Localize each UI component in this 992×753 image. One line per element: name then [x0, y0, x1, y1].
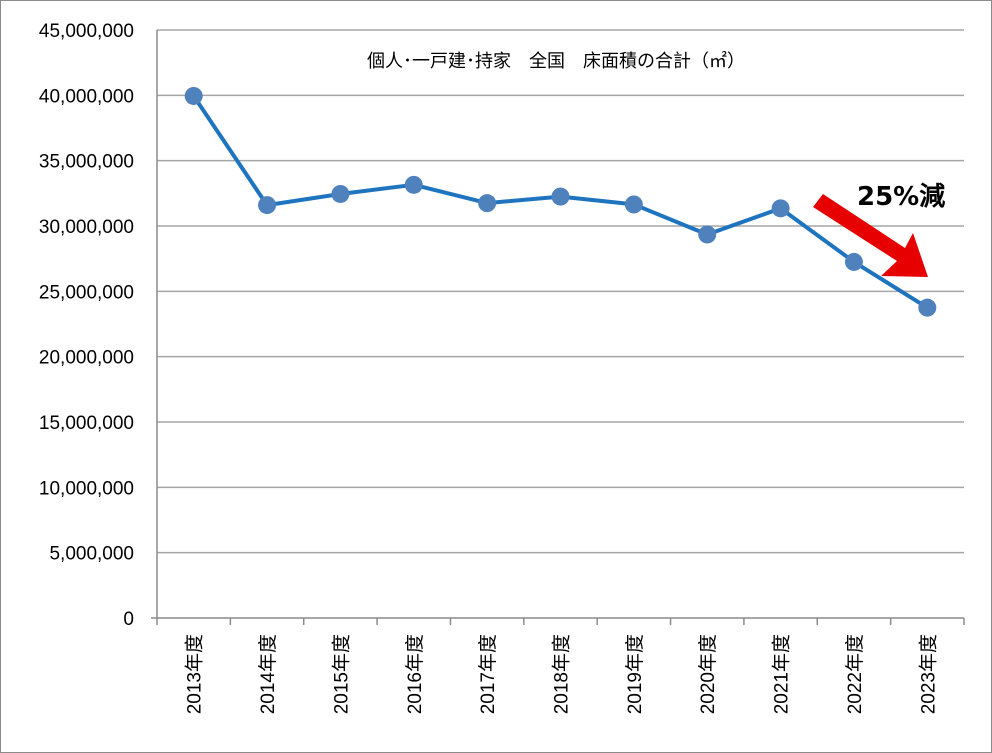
x-tick-label: 2016年度	[404, 634, 426, 714]
data-point	[258, 196, 277, 215]
x-tick-label: 2015年度	[330, 634, 352, 714]
x-tick-label: 2020年度	[697, 634, 719, 714]
data-point	[844, 252, 863, 271]
y-tick-label: 10,000,000	[39, 478, 134, 499]
y-tick-label: 0	[123, 609, 134, 630]
data-points	[184, 86, 937, 317]
decrease-arrow	[813, 194, 928, 277]
data-point	[918, 298, 937, 317]
data-point	[404, 175, 423, 194]
y-tick-label: 20,000,000	[39, 348, 134, 369]
decrease-annotation: 25%減	[857, 182, 945, 212]
data-point	[478, 194, 497, 213]
data-point	[551, 187, 570, 206]
y-tick-label: 40,000,000	[39, 86, 134, 107]
data-point	[698, 225, 717, 244]
grid-lines	[157, 29, 964, 554]
x-tick-label: 2022年度	[844, 634, 866, 714]
data-point	[624, 195, 643, 214]
x-tick-label: 2013年度	[184, 634, 206, 714]
data-point	[771, 199, 790, 218]
y-tick-label: 15,000,000	[39, 413, 134, 434]
y-tick-label: 35,000,000	[39, 152, 134, 173]
x-tick-label: 2023年度	[917, 634, 939, 714]
data-point	[331, 184, 350, 203]
y-tick-label: 5,000,000	[49, 544, 134, 565]
y-tick-label: 45,000,000	[39, 21, 134, 42]
x-tick-label: 2021年度	[771, 634, 793, 714]
x-tick-label: 2019年度	[624, 634, 646, 714]
x-axis-ticks: 2013年度 2014年度 2015年度 2016年度 2017年度 2018年度 2019…	[184, 634, 940, 714]
y-axis-ticks: 0 5,000,000 10,000,000 15,000,000 20,000,000…	[39, 21, 134, 630]
x-tick-label: 2014年度	[257, 634, 279, 714]
y-tick-label: 30,000,000	[39, 217, 134, 238]
chart-title: 個人･一戸建･持家 全国 床面積の合計（㎡）	[367, 50, 745, 72]
data-point	[184, 86, 203, 105]
y-tick-label: 25,000,000	[39, 282, 134, 303]
x-tick-label: 2018年度	[551, 634, 573, 714]
x-axis	[151, 30, 965, 625]
x-tick-label: 2017年度	[477, 634, 499, 714]
